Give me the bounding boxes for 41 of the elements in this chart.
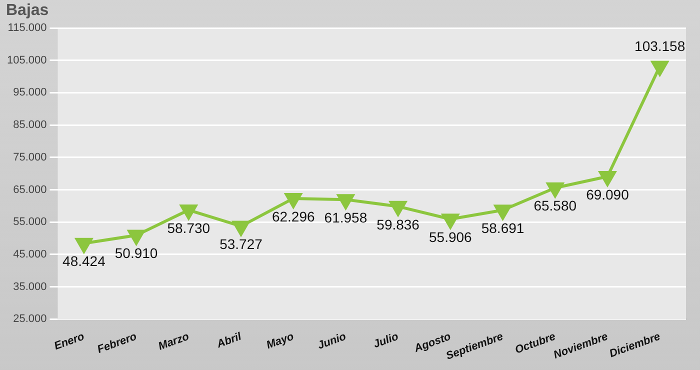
y-tick-label: 45.000 [13, 248, 47, 260]
y-tick-label: 55.000 [13, 216, 47, 228]
y-tick-label: 85.000 [13, 119, 47, 132]
point [336, 194, 355, 210]
point [441, 214, 460, 230]
data-label: 48.424 [62, 253, 106, 270]
data-label: 58.730 [167, 220, 210, 236]
point [284, 192, 303, 209]
data-label: 61.958 [324, 209, 368, 226]
x-tick-label: Marzo [156, 330, 191, 353]
y-tick-label: 35.000 [13, 280, 47, 293]
y-tick-label: 95.000 [13, 86, 47, 99]
chart-title: Bajas [6, 2, 49, 20]
point [232, 220, 250, 237]
data-label: 69.090 [586, 186, 630, 202]
y-tick-label: 115.000 [8, 22, 47, 34]
point [546, 182, 564, 198]
x-tick-label: Mayo [264, 330, 296, 352]
data-label: 65.580 [534, 198, 577, 214]
point [650, 60, 669, 77]
data-label: 55.906 [428, 229, 472, 245]
point [388, 200, 408, 217]
data-label: 62.296 [272, 208, 315, 224]
data-label: 50.910 [114, 245, 158, 262]
x-tick-label: Enero [52, 330, 86, 353]
data-label: 59.836 [376, 216, 420, 232]
y-tick-label: 65.000 [13, 184, 47, 196]
data-label: 58.691 [481, 220, 524, 236]
data-label: 103.158 [634, 38, 686, 54]
x-tick-label: Abril [214, 330, 244, 351]
y-tick-label: 75.000 [13, 151, 47, 164]
point [494, 204, 512, 221]
x-tick-label: Julio [372, 330, 400, 351]
point [179, 204, 198, 221]
point [598, 170, 617, 187]
y-tick-label: 25.000 [13, 313, 47, 326]
point [127, 230, 146, 246]
x-tick-label: Junio [316, 330, 348, 352]
point [74, 238, 94, 254]
y-tick-label: 105.000 [6, 54, 47, 66]
data-label: 53.727 [220, 236, 263, 252]
